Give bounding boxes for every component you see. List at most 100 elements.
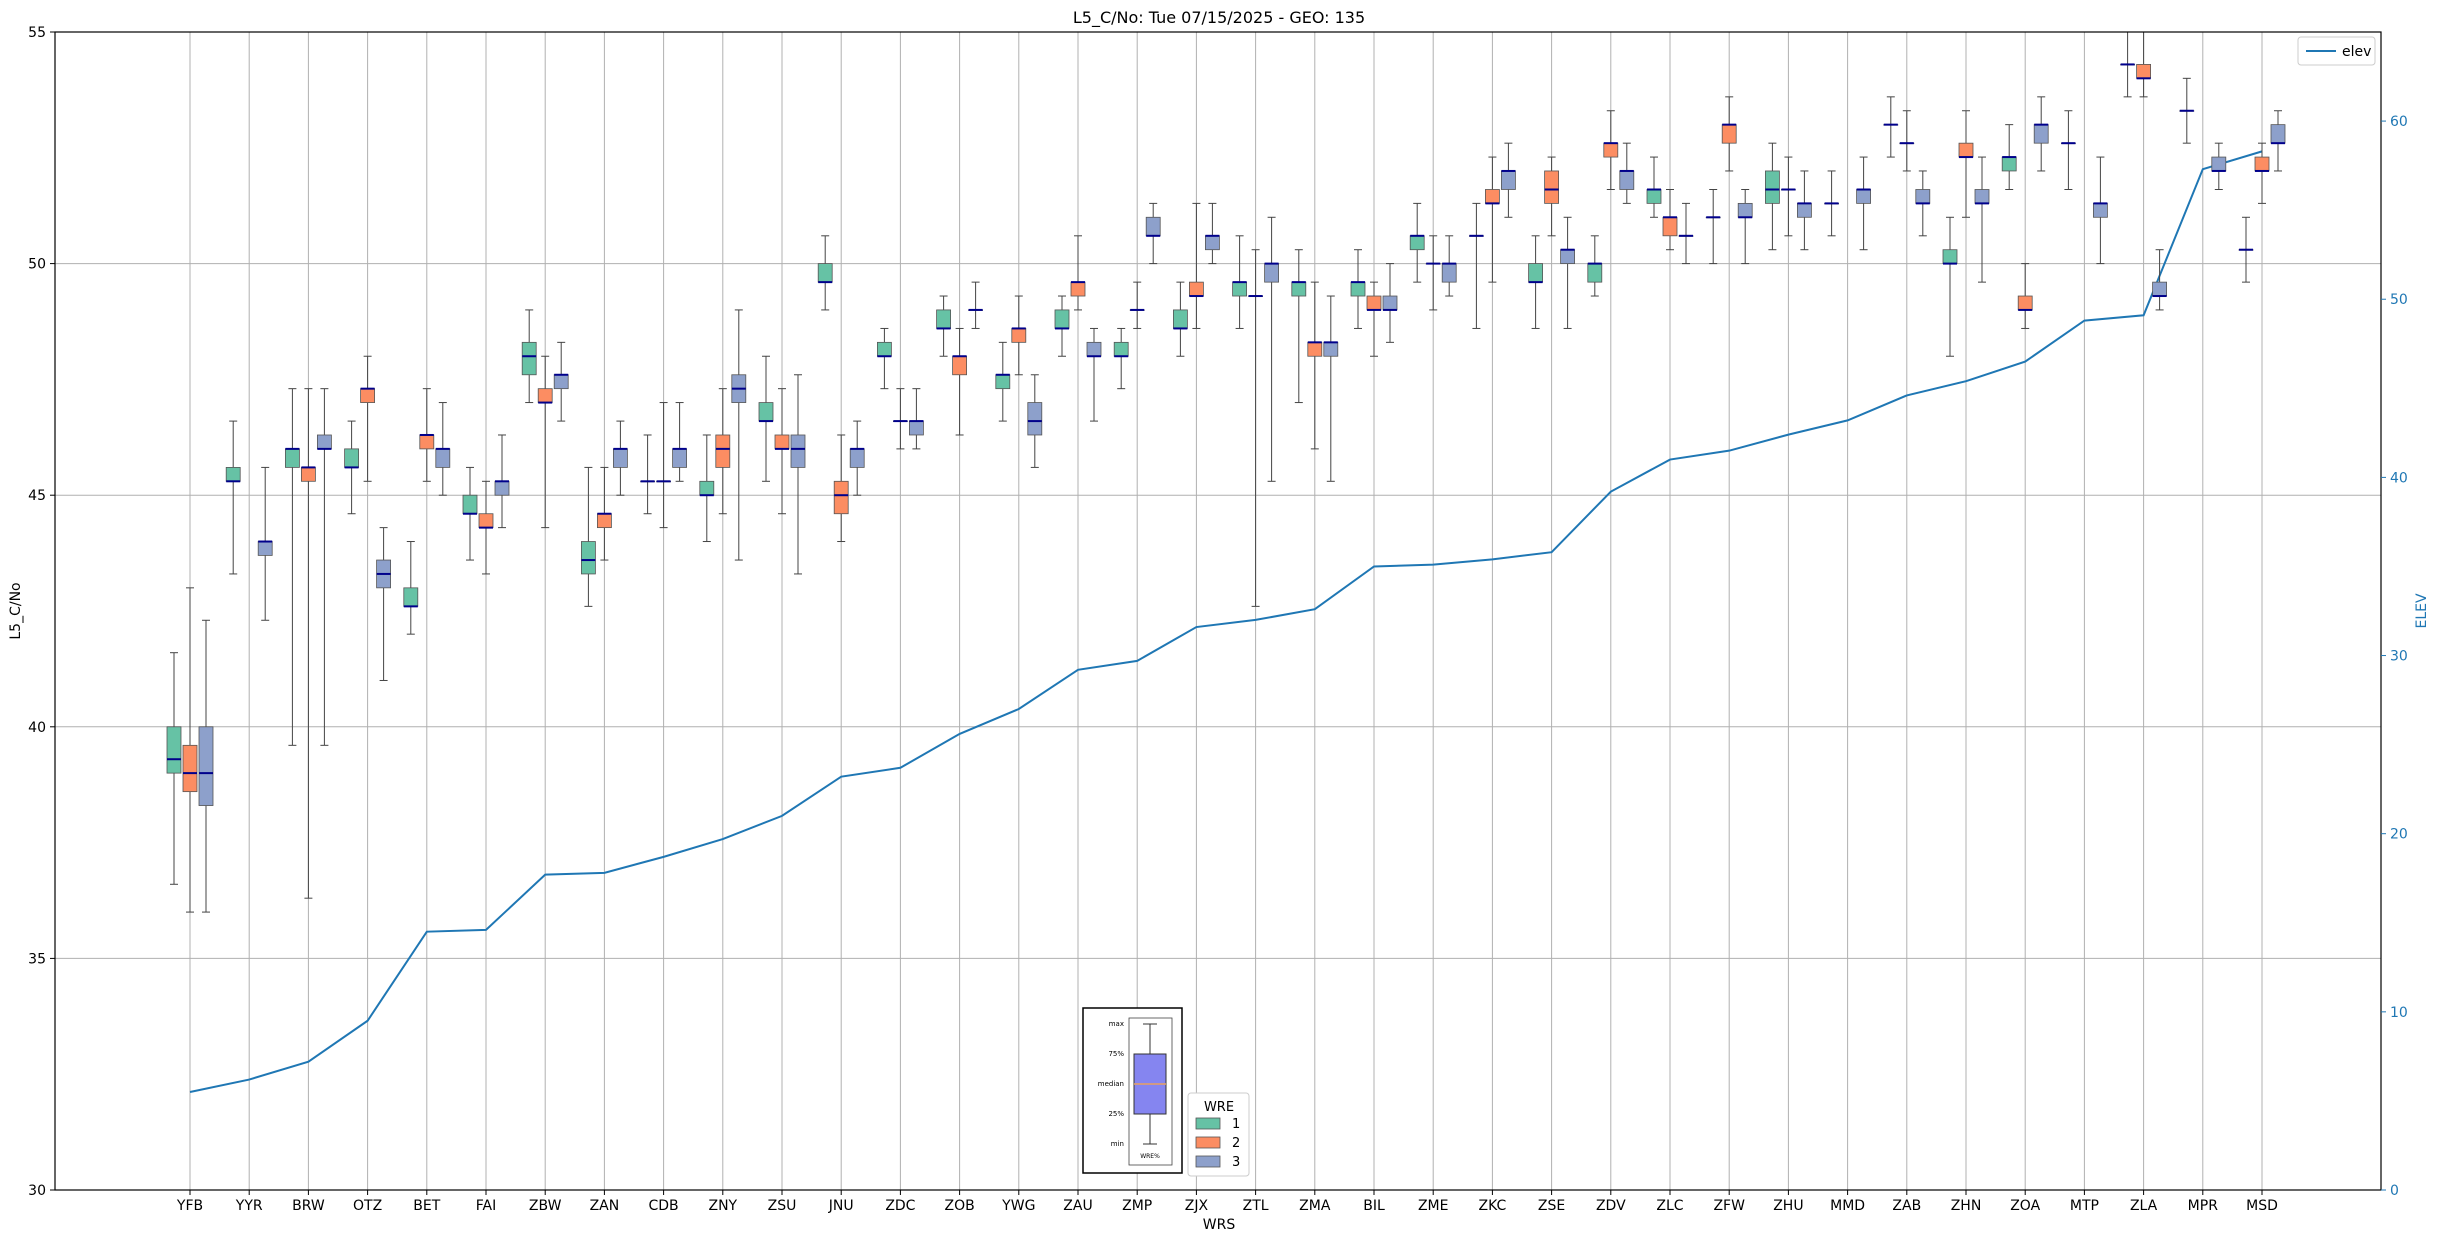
box-zfw-wre2 — [1721, 96, 1737, 172]
inset-label-1: 75% — [1108, 1050, 1124, 1058]
box-zny-wre3 — [731, 309, 747, 561]
x-tick-label-msd: MSD — [2246, 1198, 2278, 1214]
box-body — [817, 263, 833, 283]
x-tick-label-zab: ZAB — [1892, 1198, 1921, 1214]
box-msd-wre3 — [2270, 110, 2286, 172]
box-brw-wre2 — [300, 388, 316, 899]
wre-legend-swatch-3 — [1195, 1155, 1221, 1168]
box-body — [1915, 189, 1931, 204]
x-tick-label-zhu: ZHU — [1773, 1198, 1803, 1214]
box-zau-wre3 — [1086, 327, 1102, 422]
box-body — [553, 374, 569, 390]
box-body — [166, 726, 182, 774]
box-body — [2092, 202, 2108, 218]
box-zhn-wre3 — [1974, 156, 1990, 283]
box-body — [1544, 170, 1559, 204]
box-body — [284, 448, 300, 468]
box-mpr-wre3 — [2211, 142, 2227, 190]
x-tick-label-zob: ZOB — [944, 1198, 974, 1214]
y2-tick-label: 50 — [2390, 292, 2408, 308]
box-zhn-wre1 — [1942, 216, 1958, 357]
box-body — [403, 587, 419, 607]
box-zmp-wre2 — [1129, 281, 1145, 329]
box-ztl-wre1 — [1232, 235, 1247, 329]
box-body — [300, 467, 316, 482]
box-body — [1011, 328, 1027, 343]
box-bil-wre2 — [1366, 281, 1382, 357]
box-zla-wre1 — [2120, 31, 2136, 98]
box-zkc-wre3 — [1501, 142, 1516, 218]
box-zau-wre2 — [1070, 235, 1086, 311]
x-tick-label-zla: ZLA — [2130, 1198, 2158, 1214]
box-body — [1205, 235, 1220, 251]
box-zkc-wre1 — [1469, 202, 1484, 329]
x-tick-label-zau: ZAU — [1063, 1198, 1092, 1214]
box-body — [478, 513, 494, 529]
x-tick-label-zdv: ZDV — [1596, 1198, 1626, 1214]
box-body — [198, 726, 214, 806]
y-tick-label: 50 — [28, 257, 46, 273]
box-body — [1942, 249, 1958, 264]
box-zmp-wre3 — [1145, 202, 1161, 265]
x-tick-label-yfb: YFB — [176, 1198, 203, 1214]
box-body — [2001, 156, 2017, 172]
box-body — [952, 355, 967, 376]
y2-tick-label: 40 — [2390, 470, 2408, 486]
box-zan-wre3 — [613, 420, 628, 496]
wre-legend-label-2: 2 — [1232, 1136, 1240, 1151]
x-tick-label-zoa: ZOA — [2010, 1198, 2040, 1214]
box-body — [1737, 202, 1753, 218]
box-zan-wre1 — [581, 466, 596, 607]
box-body — [1501, 170, 1516, 190]
box-zau-wre1 — [1054, 295, 1070, 357]
box-body — [699, 480, 715, 496]
box-zlc-wre1 — [1646, 156, 1662, 218]
x-tick-label-zkc: ZKC — [1479, 1198, 1507, 1214]
box-body — [1646, 189, 1662, 204]
boxes-layer — [166, 31, 2286, 913]
box-body — [1070, 281, 1086, 297]
box-body — [1856, 189, 1871, 204]
wre-legend-label-3: 3 — [1232, 1155, 1240, 1170]
box-zjx-wre3 — [1205, 202, 1220, 265]
box-ztl-wre2 — [1248, 249, 1263, 607]
x-tick-label-zny: ZNY — [708, 1198, 737, 1214]
box-body — [225, 467, 241, 482]
x-tick-label-zfw: ZFW — [1713, 1198, 1745, 1214]
x-tick-label-zlc: ZLC — [1656, 1198, 1683, 1214]
box-body — [1619, 170, 1635, 190]
box-brw-wre3 — [316, 388, 332, 746]
elev-legend: elev — [2297, 36, 2376, 66]
box-body — [758, 402, 774, 422]
box-ywg-wre1 — [995, 341, 1011, 422]
box-zoa-wre1 — [2001, 124, 2017, 190]
inset-xlabel: WRE% — [1140, 1153, 1160, 1160]
box-zjx-wre1 — [1173, 281, 1188, 357]
box-body — [1974, 189, 1990, 204]
box-msd-wre2 — [2254, 142, 2270, 204]
box-body — [1958, 142, 1974, 158]
box-body — [537, 388, 553, 403]
box-zme-wre1 — [1409, 202, 1425, 283]
inset-label-3: 25% — [1108, 1110, 1124, 1118]
x-tick-label-mmd: MMD — [1830, 1198, 1865, 1214]
box-body — [877, 341, 892, 357]
x-axis-label: WRS — [1203, 1217, 1236, 1233]
box-body — [257, 541, 273, 556]
box-zob-wre1 — [936, 295, 951, 357]
wre-legend-frame — [1187, 1092, 1250, 1177]
box-mtp-wre1 — [2060, 110, 2076, 190]
plot-frame — [54, 31, 2382, 1191]
box-zme-wre3 — [1441, 235, 1457, 297]
elev-line-layer — [189, 150, 2263, 1093]
y-axis-label: L5_C/No — [8, 582, 24, 639]
wre-legend: WRE 1 2 3 — [1187, 1092, 1250, 1177]
box-zjx-wre2 — [1189, 202, 1204, 329]
box-otz-wre1 — [344, 420, 360, 515]
box-body — [1264, 263, 1279, 283]
box-body — [1027, 402, 1043, 436]
chart-title: L5_C/No: Tue 07/15/2025 - GEO: 135 — [1073, 8, 1365, 28]
x-tick-label-zsu: ZSU — [768, 1198, 797, 1214]
box-fai-wre2 — [478, 480, 494, 575]
box-fai-wre3 — [494, 434, 510, 529]
